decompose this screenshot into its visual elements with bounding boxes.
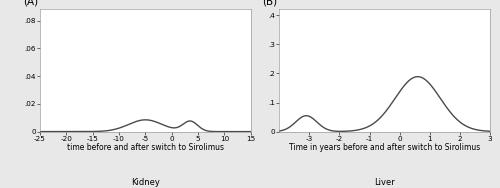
Text: Liver: Liver (374, 178, 395, 187)
X-axis label: Time in years before and after switch to Sirolimus: Time in years before and after switch to… (289, 143, 480, 152)
Text: (B): (B) (262, 0, 278, 7)
Text: (A): (A) (23, 0, 38, 7)
X-axis label: time before and after switch to Sirolimus: time before and after switch to Sirolimu… (67, 143, 224, 152)
Text: Kidney: Kidney (131, 178, 160, 187)
